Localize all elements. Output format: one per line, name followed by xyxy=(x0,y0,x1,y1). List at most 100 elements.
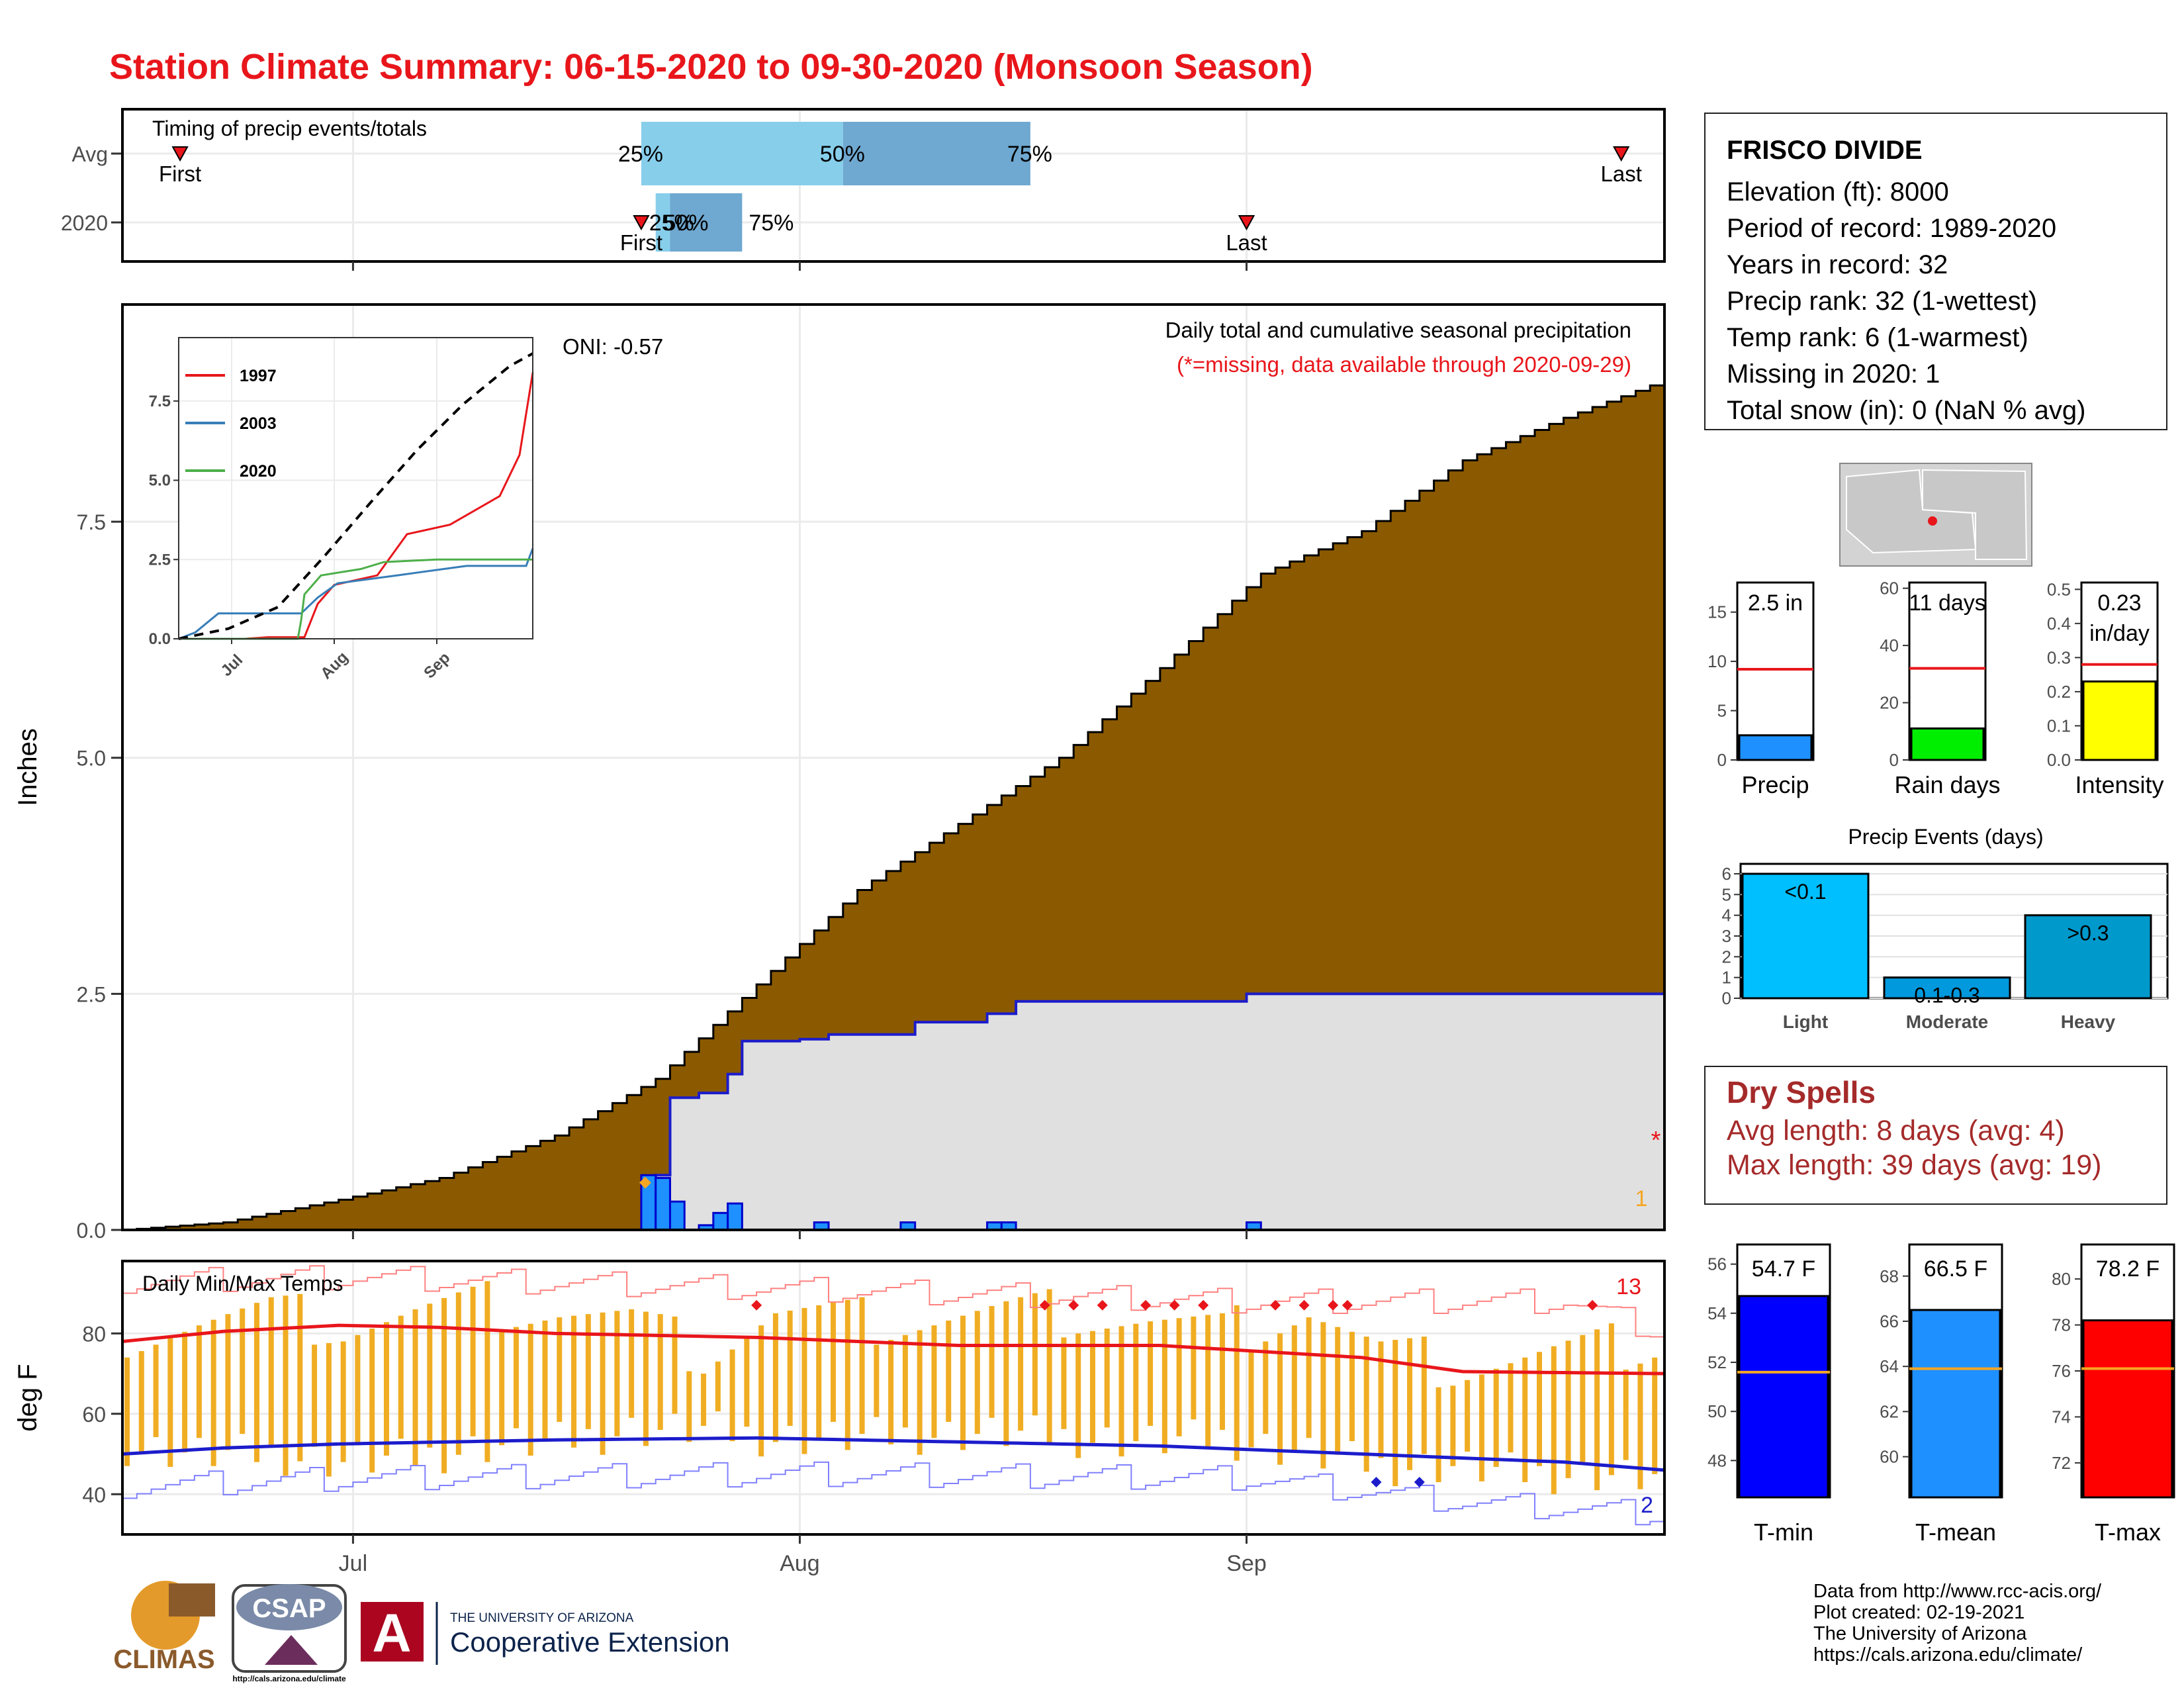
event-bar-label: 0.1-0.3 xyxy=(1914,984,1980,1008)
daily-temp-range-bar xyxy=(1637,1363,1643,1489)
temps-frame xyxy=(121,1260,1666,1536)
daily-temp-range-bar xyxy=(1623,1369,1629,1460)
daily-temp-range-bar xyxy=(1003,1301,1009,1446)
credits: Data from http://www.rcc-acis.org/ Plot … xyxy=(1813,1581,2101,1665)
daily-temp-range-bar xyxy=(772,1313,778,1442)
timing-p25: 25% xyxy=(618,142,663,167)
daily-temp-range-bar xyxy=(1335,1327,1341,1455)
daily-temp-range-bar xyxy=(1248,1349,1254,1448)
inset-series-2020 xyxy=(179,558,533,640)
daily-temp-range-bar xyxy=(1407,1338,1413,1470)
temp-bar-1 xyxy=(1910,1309,2001,1499)
timing-frame xyxy=(121,108,1666,263)
precip-frame xyxy=(121,303,1666,1231)
mini-bar-1 xyxy=(1910,727,1985,761)
mini-bar-tick-label: 0.3 xyxy=(2047,647,2071,667)
ua-logo-letter: A xyxy=(372,1603,411,1664)
temp-bar-tick-label: 50 xyxy=(1707,1401,1727,1421)
ua-logo-small-text: THE UNIVERSITY OF ARIZONA xyxy=(450,1611,634,1625)
daily-temp-range-bar xyxy=(369,1329,375,1473)
record-high-marker xyxy=(751,1299,762,1311)
mini-bar-label: Precip xyxy=(1741,771,1809,798)
daily-temp-range-bar xyxy=(1176,1318,1182,1436)
inset-legend-label: 2003 xyxy=(240,414,277,433)
daily-temp-range-bar xyxy=(1580,1335,1586,1462)
mini-bar-value-unit: in/day xyxy=(2089,621,2150,646)
daily-temp-range-bar xyxy=(1479,1374,1484,1481)
daily-temp-range-bar xyxy=(1306,1317,1312,1438)
timing-last-marker xyxy=(1238,215,1255,231)
mini-bar-value: 2.5 in xyxy=(1748,590,1803,616)
timing-first-label: First xyxy=(620,230,662,255)
daily-temp-range-bar xyxy=(138,1351,144,1452)
daily-temp-range-bar xyxy=(600,1312,606,1455)
precip-ytick-label: 2.5 xyxy=(77,982,106,1006)
station-missing: Missing in 2020: 1 xyxy=(1727,359,1940,389)
daily-precip-bar xyxy=(655,1177,671,1231)
daily-temp-range-bar xyxy=(1205,1315,1211,1447)
daily-temp-range-bar xyxy=(513,1327,519,1429)
event-bar-2 xyxy=(2024,914,2152,1000)
daily-temp-range-bar xyxy=(816,1305,822,1438)
daily-temp-range-bar xyxy=(182,1331,188,1453)
mini-bar-tick-label: 0 xyxy=(1889,750,1899,770)
daily-temp-range-bar xyxy=(383,1322,389,1456)
mini-bar-value: 0.23 xyxy=(2097,590,2141,616)
daily-temp-range-bar xyxy=(340,1341,346,1462)
climas-logo-text: CLIMAS xyxy=(113,1645,214,1674)
daily-temp-range-bar xyxy=(1537,1352,1543,1466)
station-period: Period of record: 1989-2020 xyxy=(1727,214,2057,243)
temp-line-record-high xyxy=(122,1265,1665,1338)
credit-line: The University of Arizona xyxy=(1813,1623,2027,1644)
daily-temp-range-bar xyxy=(196,1325,202,1438)
daily-temp-range-bar xyxy=(1435,1387,1441,1483)
daily-temp-range-bar xyxy=(484,1281,490,1462)
temp-bar-value: 54.7 F xyxy=(1752,1256,1815,1282)
daily-temp-range-bar xyxy=(787,1310,793,1427)
mini-bar-tick-label: 0.1 xyxy=(2047,716,2071,735)
temps-xtick-label: Aug xyxy=(780,1551,820,1576)
precip-missing-note: (*=missing, data available through 2020-… xyxy=(1177,352,1631,377)
mini-bar-tick-label: 0.2 xyxy=(2047,682,2071,702)
temp-bar-label: T-min xyxy=(1754,1519,1813,1546)
daily-temp-range-bar xyxy=(1450,1385,1456,1466)
mini-bar-frame xyxy=(1736,581,1815,761)
station-years: Years in record: 32 xyxy=(1727,250,1948,279)
daily-temp-range-bar xyxy=(657,1314,663,1430)
daily-temp-range-bar xyxy=(960,1315,966,1450)
inset-ytick-label: 2.5 xyxy=(149,551,171,569)
precip-ytick-label: 7.5 xyxy=(77,510,106,534)
daily-temp-range-bar xyxy=(427,1303,433,1448)
daily-temp-range-bar xyxy=(167,1338,173,1467)
daily-temp-range-bar xyxy=(455,1292,461,1455)
event-category-label: Moderate xyxy=(1906,1011,1988,1032)
cumulative-2020-area xyxy=(122,994,1664,1230)
csap-mountain-icon xyxy=(265,1635,318,1665)
daily-temp-range-bar xyxy=(240,1308,246,1434)
inset-ytick-label: 0.0 xyxy=(149,630,171,648)
timing-label: Timing of precip events/totals xyxy=(152,117,427,140)
record-high-marker xyxy=(1270,1299,1281,1311)
events-ytick-label: 0 xyxy=(1722,988,1731,1008)
daily-temp-range-bar xyxy=(1161,1319,1167,1454)
daily-precip-bar xyxy=(668,1200,686,1231)
mini-bar-tick-label: 60 xyxy=(1880,579,1899,598)
temps-count-high: 13 xyxy=(1616,1274,1641,1299)
inset-series-avg xyxy=(178,352,533,640)
dry-spells-title: Dry Spells xyxy=(1727,1075,1876,1109)
first-event-marker xyxy=(639,1176,651,1189)
daily-temp-range-bar xyxy=(210,1319,216,1466)
daily-temp-range-bar xyxy=(931,1325,937,1438)
record-high-marker xyxy=(1169,1299,1180,1311)
timing-bar-q2 xyxy=(641,122,843,185)
mini-bar-value: 11 days xyxy=(1909,590,1986,616)
event-category-label: Heavy xyxy=(2061,1011,2116,1032)
oni-label: ONI: -0.57 xyxy=(563,334,663,359)
precip-ylabel: Inches xyxy=(13,728,42,806)
mini-bar-tick-label: 0.0 xyxy=(2047,750,2071,770)
credit-line: https://cals.arizona.edu/climate/ xyxy=(1813,1644,2083,1665)
daily-temp-range-bar xyxy=(1522,1357,1528,1483)
daily-temp-range-bar xyxy=(917,1330,923,1455)
inset-frame xyxy=(178,337,533,639)
daily-temp-range-bar xyxy=(1465,1380,1471,1452)
